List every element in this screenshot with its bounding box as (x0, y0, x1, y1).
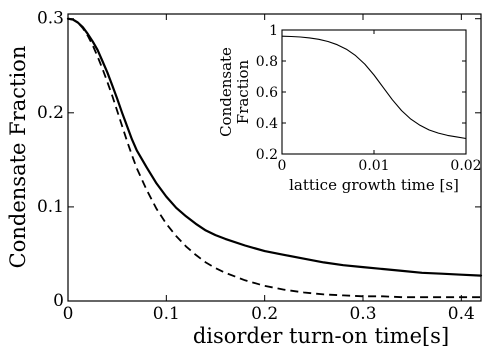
main-y-tick-label: 0.1 (37, 197, 64, 217)
inset-x-tick-label: 0.02 (450, 158, 481, 174)
inset-y-tick-label: 0.8 (256, 54, 278, 70)
inset-y-axis-label: Condensate Fraction (217, 47, 252, 137)
main-x-tick-label: 0.3 (349, 304, 376, 324)
main-x-tick-label: 0.4 (448, 304, 475, 324)
inset-x-tick-label: 0.01 (358, 158, 389, 174)
inset-y-axis-label-line-2: Fraction (234, 59, 252, 124)
main-series-group (66, 17, 483, 299)
inset-plot: 0 0.01 0.02 0.2 0.4 0.6 0.8 1 lattice growth ti… (217, 23, 482, 194)
inset-y-tick-label: 0.6 (256, 85, 278, 101)
inset-axis-ticks: 0 0.01 0.02 0.2 0.4 0.6 0.8 1 (256, 23, 482, 174)
inset-x-tick-label: 0 (278, 158, 287, 174)
main-y-axis-label: Condensate Fraction (6, 46, 30, 269)
main-plot-frame (67, 13, 482, 302)
inset-x-axis-label: lattice growth time [s] (289, 176, 459, 194)
main-series-dashed-line (67, 17, 481, 299)
main-x-tick-label: 0 (63, 304, 74, 324)
main-plot: 0 0.1 0.2 0.3 0.4 0 0.1 0.2 0.3 disorder turn-on… (6, 9, 483, 348)
main-axis-ticks: 0 0.1 0.2 0.3 0.4 0 0.1 0.2 0.3 (37, 9, 481, 324)
main-y-tick-label: 0.3 (37, 9, 64, 29)
main-x-axis-label: disorder turn-on time[s] (193, 324, 449, 348)
main-y-tick-label: 0 (53, 291, 64, 311)
main-x-tick-label: 0.1 (153, 304, 180, 324)
inset-plot-background (282, 30, 466, 154)
inset-y-tick-label: 1 (269, 23, 278, 39)
main-series-solid-line (66, 17, 483, 277)
inset-y-axis-label-line-1: Condensate (217, 47, 235, 137)
inset-series-group (281, 35, 467, 140)
main-x-tick-label: 0.2 (251, 304, 278, 324)
inset-y-tick-label: 0.2 (256, 147, 278, 163)
main-y-tick-label: 0.2 (37, 103, 64, 123)
inset-series-solid-line (281, 35, 467, 140)
inset-y-tick-label: 0.4 (256, 116, 278, 132)
